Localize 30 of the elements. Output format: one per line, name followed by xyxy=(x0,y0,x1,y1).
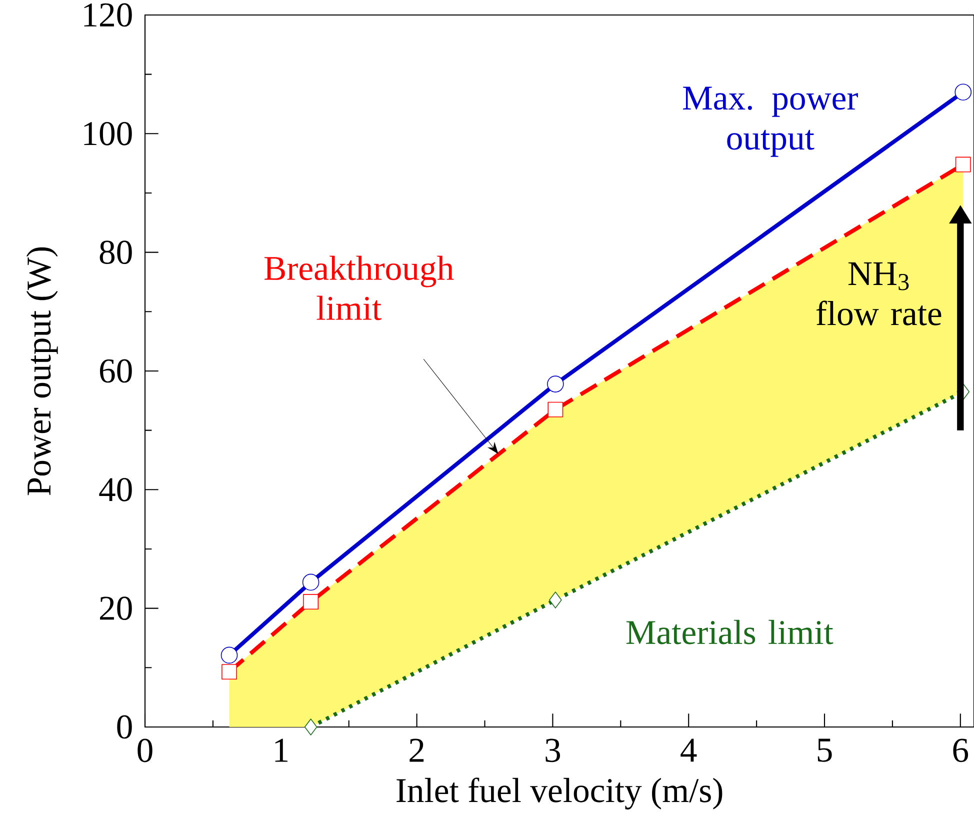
y-tick-label: 100 xyxy=(84,122,132,146)
y-tick-label: 20 xyxy=(100,596,132,620)
x-tick-label: 1 xyxy=(275,738,288,762)
point xyxy=(303,594,319,610)
point xyxy=(304,718,318,736)
y-tick-label: 0 xyxy=(117,715,132,739)
point xyxy=(302,574,320,591)
point xyxy=(222,664,237,680)
y-tick-label: 120 xyxy=(84,3,132,27)
y-tick-label: 80 xyxy=(100,240,132,264)
point xyxy=(220,646,238,664)
x-tick-label: 0 xyxy=(138,738,152,762)
y-tick-label: 40 xyxy=(99,478,132,502)
x-tick-label: 6 xyxy=(953,738,968,762)
x-tick-label: 3 xyxy=(546,738,560,762)
x-tick-label: 5 xyxy=(818,738,832,762)
point xyxy=(954,84,972,101)
x-tick-label: 4 xyxy=(680,738,697,762)
point xyxy=(547,376,564,392)
point xyxy=(548,402,564,418)
series-label: Materials limit xyxy=(626,620,834,644)
point xyxy=(549,592,562,608)
x-axis-title: Inlet fuel velocity (m/s) xyxy=(396,778,722,810)
y-tick-label: 60 xyxy=(100,359,132,383)
y-axis-title: Power output (W) xyxy=(26,247,58,496)
x-tick-label: 2 xyxy=(410,738,424,762)
series-label: Max. power output xyxy=(683,86,858,157)
point xyxy=(955,156,971,172)
annotation: NH$_{3}$ flow rate xyxy=(816,262,942,326)
text: Breakthrough limit xyxy=(264,256,454,320)
